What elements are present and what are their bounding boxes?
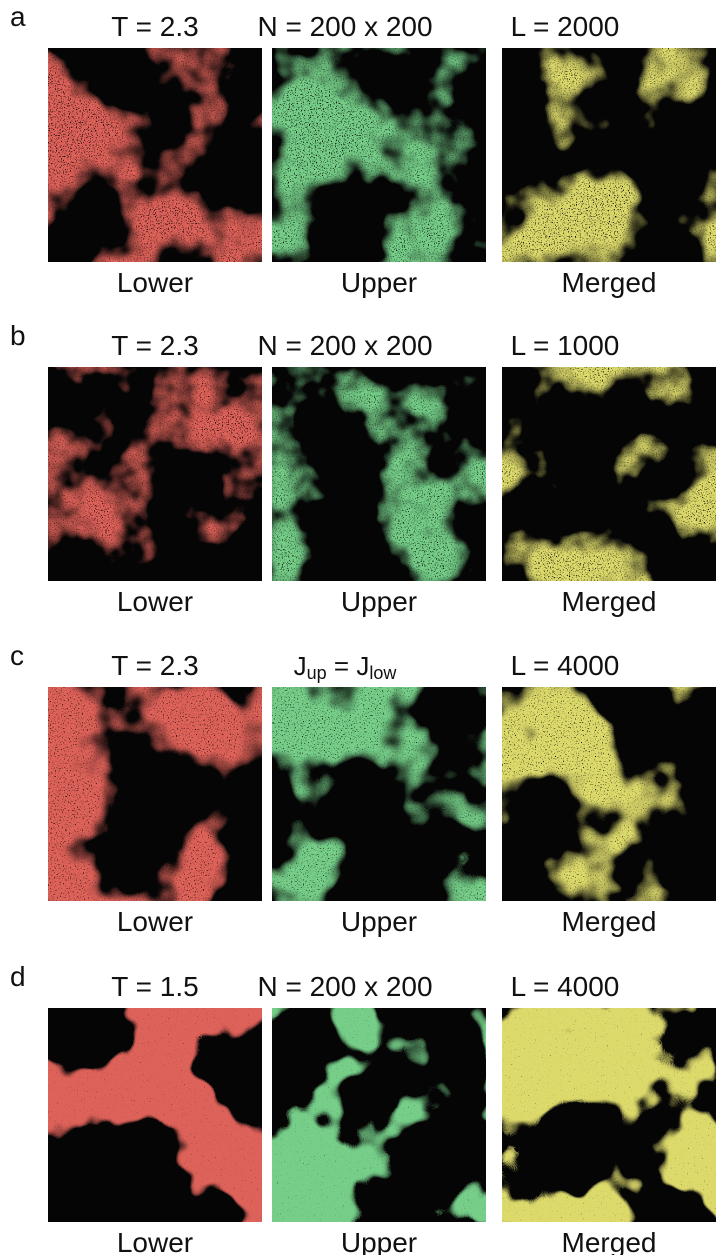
image-caption: Merged <box>562 906 657 937</box>
header-part: low <box>369 663 397 683</box>
panel-header: T = 1.5 <box>111 971 198 1002</box>
image-caption: Upper <box>341 1227 417 1255</box>
panel-header: T = 2.3 <box>111 330 198 361</box>
panel-label: d <box>10 961 26 992</box>
header-part: up <box>307 663 327 683</box>
header-part: J <box>294 651 307 681</box>
image-caption: Upper <box>341 906 417 937</box>
simulation-image <box>272 367 486 581</box>
image-caption: Merged <box>562 267 657 298</box>
panel-header: L = 4000 <box>511 650 620 681</box>
panel-header: L = 2000 <box>511 11 620 42</box>
panel-label: a <box>10 1 26 32</box>
simulation-image <box>502 48 716 262</box>
image-caption: Lower <box>117 906 193 937</box>
image-caption: Merged <box>562 586 657 617</box>
panel-header: Jup = Jlow <box>294 651 398 683</box>
panel-header: N = 200 x 200 <box>257 330 432 361</box>
image-caption: Merged <box>562 1227 657 1255</box>
image-caption: Lower <box>117 1227 193 1255</box>
simulation-image <box>48 687 262 901</box>
panel-header: L = 1000 <box>511 330 620 361</box>
simulation-image <box>502 367 716 581</box>
figure: a T = 2.3 N = 200 x 200 L = 2000 Lower Upper M… <box>0 0 716 1255</box>
simulation-image <box>272 687 486 901</box>
panel-header: T = 2.3 <box>111 11 198 42</box>
panel-header: L = 4000 <box>511 971 620 1002</box>
panel-header: N = 200 x 200 <box>257 971 432 1002</box>
image-caption: Upper <box>341 267 417 298</box>
image-caption: Lower <box>117 586 193 617</box>
header-part: = J <box>327 651 370 681</box>
panel-label: c <box>10 640 24 671</box>
panel-header: T = 2.3 <box>111 650 198 681</box>
panel-header: N = 200 x 200 <box>257 11 432 42</box>
image-caption: Lower <box>117 267 193 298</box>
simulation-image <box>272 48 486 262</box>
simulation-image <box>48 367 262 581</box>
simulation-image <box>502 1008 716 1222</box>
simulation-image <box>502 687 716 901</box>
simulation-image <box>48 1008 262 1222</box>
panel-label: b <box>10 320 26 351</box>
simulation-image <box>272 1008 486 1222</box>
simulation-image <box>48 48 262 262</box>
image-caption: Upper <box>341 586 417 617</box>
